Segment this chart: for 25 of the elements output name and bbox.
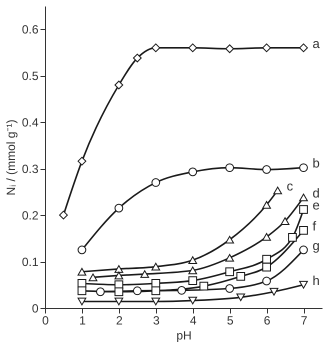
series-label: h: [312, 272, 320, 288]
y-tick-label: 0.5: [22, 69, 39, 84]
y-axis-title: Nᵢ / (mmol g⁻¹): [4, 120, 18, 196]
x-tick-label: 7: [300, 314, 308, 328]
y-tick-label: 0.6: [22, 22, 39, 37]
x-tick-label: 2: [116, 314, 124, 328]
series-label: a: [312, 36, 321, 51]
series-label: b: [312, 156, 320, 171]
series-label: f: [312, 218, 317, 234]
series-label: c: [286, 178, 294, 194]
y-tick-label: 0.4: [22, 116, 39, 130]
x-tick-label: 6: [264, 314, 271, 328]
y-tick-label: 0: [32, 302, 39, 316]
x-axis-title: pH: [176, 328, 192, 342]
y-tick-label: 0.1: [22, 255, 39, 270]
x-tick-label: 1: [79, 314, 86, 328]
x-tick-label: 0: [42, 314, 50, 328]
y-tick-label: 0.3: [22, 162, 39, 176]
x-tick-label: 3: [152, 314, 160, 328]
series-label: e: [312, 198, 320, 212]
series-label: g: [312, 238, 320, 253]
x-tick-label: 4: [190, 314, 197, 328]
x-tick-label: 5: [226, 314, 234, 328]
y-tick-label: 0.2: [22, 208, 39, 223]
series-label: d: [312, 185, 320, 200]
